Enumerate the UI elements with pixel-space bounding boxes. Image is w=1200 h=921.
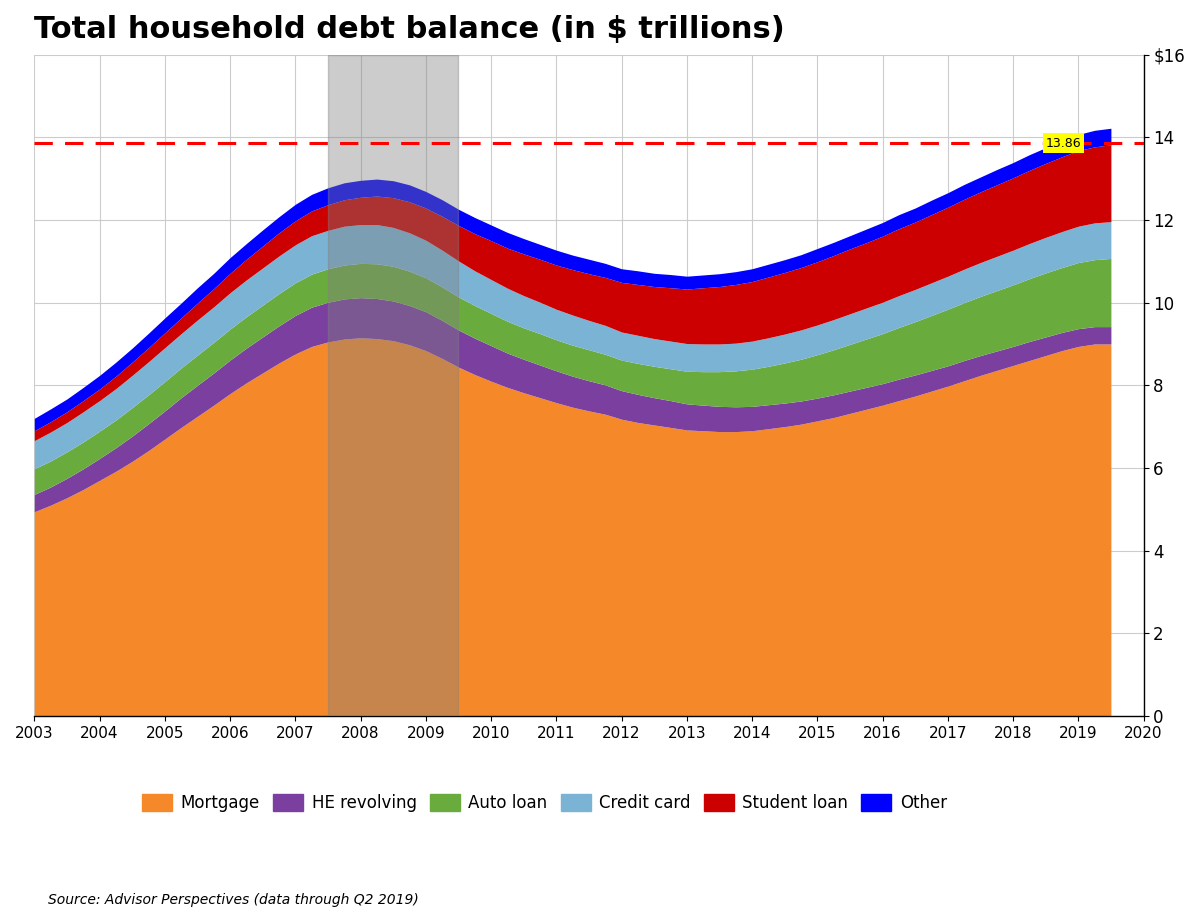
Text: Total household debt balance (in $ trillions): Total household debt balance (in $ trill… [35, 15, 785, 44]
Bar [328, 54, 458, 716]
Text: Source: Advisor Perspectives (data through Q2 2019): Source: Advisor Perspectives (data throu… [48, 893, 419, 907]
Legend: Mortgage, HE revolving, Auto loan, Credit card, Student loan, Other: Mortgage, HE revolving, Auto loan, Credi… [136, 787, 954, 819]
Text: 13.86: 13.86 [1045, 136, 1081, 149]
